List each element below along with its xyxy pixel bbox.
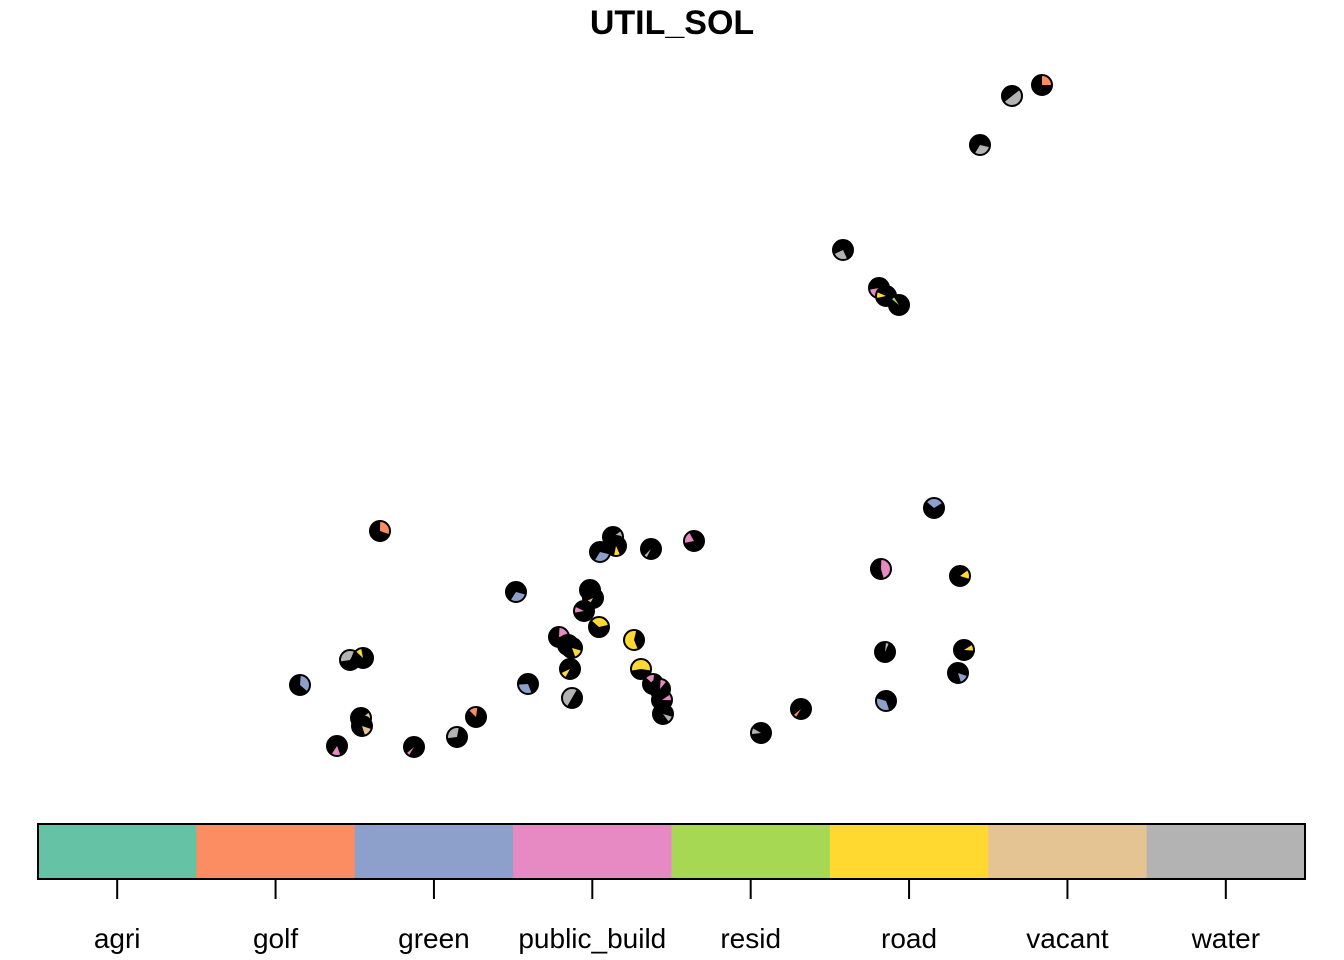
map-point	[465, 706, 487, 728]
map-point	[750, 722, 772, 744]
map-point	[923, 497, 945, 519]
map-point	[352, 647, 374, 669]
map-point	[832, 239, 854, 261]
map-point	[623, 629, 645, 651]
map-point	[561, 637, 583, 659]
legend-swatch-resid	[671, 824, 831, 879]
legend-label-golf: golf	[253, 923, 298, 954]
legend-label-water: water	[1191, 923, 1260, 954]
legend-swatch-public-build	[513, 824, 672, 879]
map-point	[561, 687, 583, 709]
map-point	[289, 674, 311, 696]
legend-swatch-vacant	[988, 824, 1148, 879]
map-point	[870, 558, 892, 580]
map-point	[505, 581, 527, 603]
map-point	[605, 535, 627, 557]
map-point	[573, 600, 595, 622]
chart-title: UTIL_SOL	[589, 4, 755, 42]
map-point	[446, 726, 468, 748]
map-point	[403, 736, 425, 758]
map-point	[517, 673, 539, 695]
legend-label-green: green	[398, 923, 470, 954]
map-point	[630, 658, 652, 680]
legend-label-agri: agri	[94, 923, 141, 954]
map-point	[1001, 85, 1023, 107]
map-point	[888, 294, 910, 316]
legend-swatch-green	[354, 824, 514, 879]
map-point	[790, 698, 812, 720]
legend-swatch-road	[829, 824, 989, 879]
legend-swatch-golf	[196, 824, 356, 879]
legend-label-resid: resid	[720, 923, 781, 954]
map-point	[351, 715, 373, 737]
legend-label-public-build: public_build	[518, 923, 666, 954]
map-point	[969, 134, 991, 156]
legend-swatch-agri	[38, 824, 197, 879]
map-point	[1031, 74, 1053, 96]
map-point	[326, 735, 348, 757]
map-point	[369, 520, 391, 542]
map-point	[949, 565, 971, 587]
map-point	[683, 530, 705, 552]
legend-label-road: road	[881, 923, 937, 954]
map-point	[875, 690, 897, 712]
legend-swatch-water	[1146, 824, 1306, 879]
map-point	[588, 616, 610, 638]
color-legend: agri golf green public_build resid road vacant…	[37, 823, 1306, 954]
map-point	[640, 538, 662, 560]
map-points	[289, 74, 1053, 758]
map-point	[559, 658, 581, 680]
map-point	[953, 639, 975, 661]
legend-label-vacant: vacant	[1026, 923, 1109, 954]
map-point	[652, 703, 674, 725]
legend-frame	[37, 823, 1306, 880]
map-point	[947, 662, 969, 684]
map-point	[874, 641, 896, 663]
